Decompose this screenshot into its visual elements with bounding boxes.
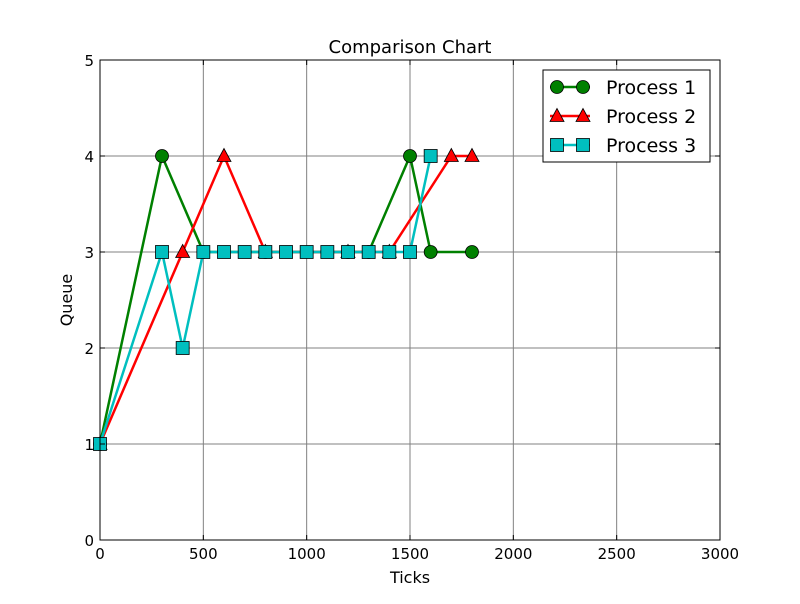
- legend-marker-2-b: [575, 107, 591, 122]
- series-2-point-7: [464, 147, 480, 162]
- y-axis-label: Queue: [57, 274, 76, 327]
- series-3-point-14: [423, 149, 438, 163]
- series-3-point-2: [175, 341, 190, 355]
- y-tick-label-1: 1: [84, 436, 94, 454]
- series-3-point-7: [279, 245, 293, 259]
- series-3-point-9: [320, 245, 335, 259]
- series-3-point-12: [382, 245, 397, 259]
- y-tick-label-2: 2: [84, 340, 94, 358]
- x-axis-label: Ticks: [389, 568, 430, 587]
- ticks: 0 500 1000 1500 2000 2500 3000 0 1 2 3 4 5: [84, 52, 739, 563]
- x-tick-label-2: 1000: [288, 545, 326, 563]
- series-3-point-10: [341, 245, 355, 259]
- x-tick-label-0: 0: [95, 545, 105, 563]
- y-tick-label-5: 5: [84, 52, 94, 70]
- series-1-point-1: [155, 149, 169, 163]
- chart-title: Comparison Chart: [329, 37, 492, 58]
- legend-marker-2-a: [549, 107, 565, 122]
- x-tick-label-1: 500: [189, 545, 218, 563]
- series-3-point-4: [217, 245, 231, 259]
- series-3: [93, 149, 438, 451]
- legend-item-1: Process 1: [550, 77, 696, 99]
- series-2-point-1: [174, 243, 191, 258]
- x-tick-label-6: 3000: [701, 545, 739, 563]
- legend-marker-3-b: [576, 138, 590, 152]
- series-2-point-2: [216, 147, 232, 162]
- series-3-point-3: [196, 245, 211, 259]
- legend-label-2: Process 2: [606, 106, 696, 128]
- y-tick-label-3: 3: [84, 244, 94, 262]
- legend: Process 1 Process 2 Process 3: [542, 69, 711, 163]
- series-layer: [92, 147, 480, 451]
- series-3-point-8: [299, 245, 314, 259]
- legend-item-3: Process 3: [550, 135, 696, 157]
- x-tick-label-3: 1500: [391, 545, 429, 563]
- legend-label-3: Process 3: [606, 135, 696, 157]
- legend-item-2: Process 2: [549, 106, 696, 128]
- series-3-point-5: [237, 245, 252, 259]
- series-3-point-11: [361, 245, 376, 259]
- legend-label-1: Process 1: [606, 77, 696, 99]
- legend-marker-3-a: [550, 138, 564, 152]
- y-tick-label-0: 0: [84, 532, 94, 550]
- x-tick-label-4: 2000: [494, 545, 532, 563]
- legend-marker-1-a: [550, 80, 564, 94]
- x-tick-label-5: 2500: [598, 545, 636, 563]
- series-3-point-1: [155, 245, 169, 259]
- series-3-point-13: [403, 245, 417, 259]
- series-1-point-8: [465, 245, 479, 259]
- legend-marker-1-b: [576, 80, 590, 94]
- series-3-point-6: [258, 245, 273, 259]
- y-tick-label-4: 4: [84, 148, 94, 166]
- series-1-point-7: [423, 245, 438, 259]
- series-1-point-6: [403, 149, 417, 163]
- series-2-point-6: [443, 147, 460, 162]
